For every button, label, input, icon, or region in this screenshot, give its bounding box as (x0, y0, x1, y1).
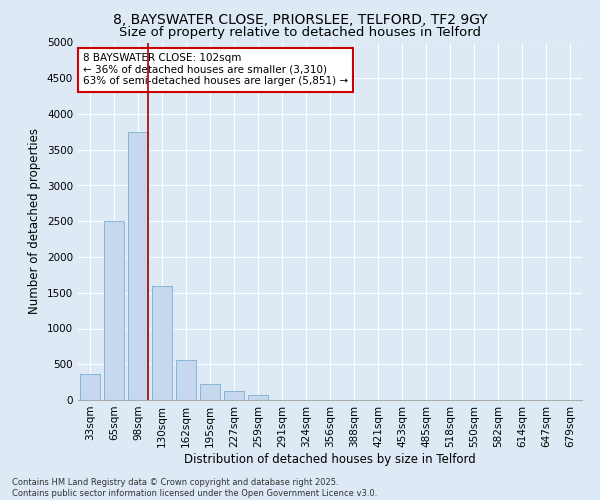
Bar (80, 374, 100, 400)
Bar (176, 360, 196, 400)
Text: 8, BAYSWATER CLOSE, PRIORSLEE, TELFORD, TF2 9GY: 8, BAYSWATER CLOSE, PRIORSLEE, TELFORD, … (113, 12, 487, 26)
Bar (152, 286, 172, 400)
Bar (128, 132, 148, 400)
Bar (224, 392, 244, 400)
Text: Size of property relative to detached houses in Telford: Size of property relative to detached ho… (119, 26, 481, 39)
Y-axis label: Number of detached properties: Number of detached properties (28, 128, 41, 314)
Bar (200, 384, 220, 400)
Bar (104, 221, 124, 400)
X-axis label: Distribution of detached houses by size in Telford: Distribution of detached houses by size … (184, 452, 476, 466)
Text: Contains HM Land Registry data © Crown copyright and database right 2025.
Contai: Contains HM Land Registry data © Crown c… (12, 478, 377, 498)
Bar (248, 395, 268, 400)
Text: 8 BAYSWATER CLOSE: 102sqm
← 36% of detached houses are smaller (3,310)
63% of se: 8 BAYSWATER CLOSE: 102sqm ← 36% of detac… (83, 53, 348, 86)
